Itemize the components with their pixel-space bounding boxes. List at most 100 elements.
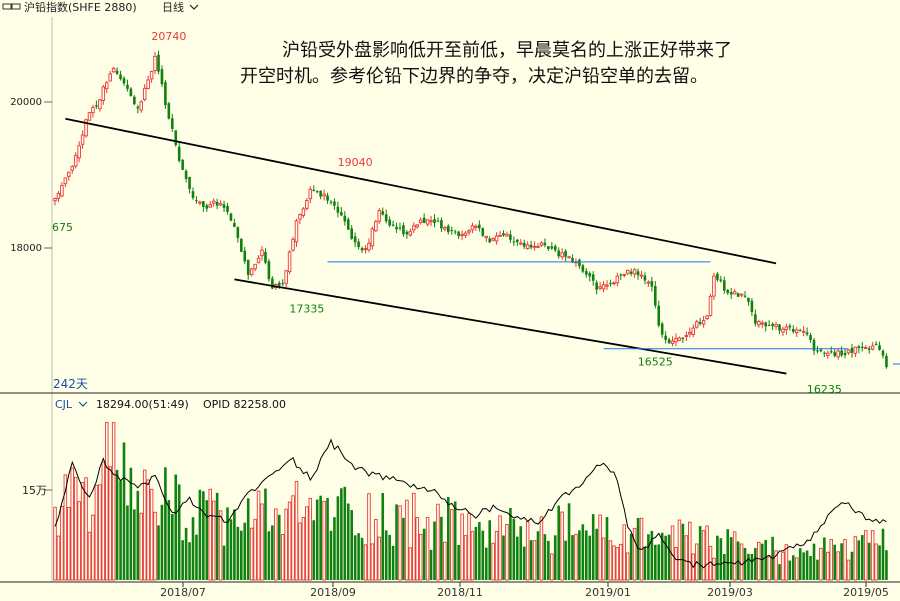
candle xyxy=(191,187,195,200)
chevron-down-icon[interactable] xyxy=(78,401,88,407)
volume-bar xyxy=(457,544,460,580)
candle xyxy=(595,280,598,295)
trendline[interactable] xyxy=(65,117,777,265)
volume-bar xyxy=(484,547,488,580)
candle xyxy=(833,348,836,358)
candle xyxy=(719,275,723,283)
bar-count-label: 242天 xyxy=(53,377,88,391)
volume-bar xyxy=(233,509,236,580)
candle xyxy=(294,218,299,247)
candle xyxy=(298,213,302,225)
candle xyxy=(798,328,802,332)
candle xyxy=(539,241,544,247)
candle xyxy=(77,141,81,163)
volume-bar xyxy=(463,535,468,581)
candle xyxy=(425,219,430,227)
volume-bar xyxy=(67,506,71,581)
candle xyxy=(705,314,709,321)
volume-bar xyxy=(277,514,281,580)
volume-bar xyxy=(336,496,340,580)
volume-bar xyxy=(253,518,257,581)
x-tick-label: 2019/03 xyxy=(707,586,753,599)
volume-bar xyxy=(274,508,278,581)
window-icon[interactable] xyxy=(2,3,21,10)
candle xyxy=(129,87,133,97)
candle xyxy=(177,143,181,163)
x-tick-label: 2019/01 xyxy=(585,586,631,599)
candle xyxy=(502,230,505,237)
volume-bar xyxy=(792,555,795,580)
volume-bar xyxy=(619,543,623,581)
candle xyxy=(211,198,216,207)
volume-bar xyxy=(80,482,85,581)
candle xyxy=(560,248,564,260)
candle xyxy=(601,280,606,293)
candle xyxy=(712,272,716,300)
volume-bar xyxy=(502,535,505,580)
candle xyxy=(529,240,533,250)
volume-bar xyxy=(754,548,757,580)
annotation-line-2: 开空时机。参考伦铅下边界的争夺，决定沪铅空单的去留。 xyxy=(240,66,708,87)
candle xyxy=(691,324,696,338)
volume-bar xyxy=(532,540,537,581)
candle xyxy=(164,79,167,109)
candle xyxy=(408,228,413,237)
candle xyxy=(405,230,409,239)
volume-bar xyxy=(760,543,764,580)
candle xyxy=(861,342,864,352)
volume-bar xyxy=(174,474,178,580)
volume-bar xyxy=(829,539,834,581)
candle xyxy=(532,241,537,251)
volume-bar xyxy=(384,530,388,580)
volume-bar xyxy=(774,550,778,581)
volume-bar xyxy=(77,501,81,581)
volume-bar xyxy=(142,469,147,581)
candle xyxy=(636,268,640,280)
candle xyxy=(632,268,637,278)
volume-bar xyxy=(550,553,554,581)
candle xyxy=(422,213,426,224)
volume-bar xyxy=(870,530,875,581)
candle xyxy=(478,220,481,232)
volume-bar xyxy=(723,554,726,580)
candle xyxy=(701,315,706,328)
volume-bar xyxy=(381,493,385,580)
candle xyxy=(723,276,726,294)
candle xyxy=(677,336,682,342)
candle xyxy=(267,259,271,282)
volume-bar xyxy=(853,536,858,581)
volume-bar xyxy=(654,544,657,580)
candle xyxy=(291,236,295,252)
candle xyxy=(450,226,454,235)
volume-bar xyxy=(750,553,754,580)
period-selector[interactable]: 日线 xyxy=(162,0,184,14)
header-bar xyxy=(0,0,900,16)
candle xyxy=(519,239,523,246)
candle xyxy=(591,271,595,286)
candle xyxy=(509,230,512,243)
trendline[interactable] xyxy=(234,278,787,375)
candle xyxy=(384,209,388,224)
volume-bar xyxy=(509,508,512,580)
volume-bar xyxy=(84,477,88,581)
volume-bar xyxy=(418,533,423,581)
chevron-down-icon[interactable] xyxy=(189,4,199,10)
volume-bar xyxy=(850,551,854,580)
volume-indicator-name[interactable]: CJL xyxy=(55,398,73,411)
candle xyxy=(564,248,567,262)
volume-bar xyxy=(494,530,499,581)
volume-bar xyxy=(308,497,313,581)
volume-bar xyxy=(198,489,202,580)
volume-bar xyxy=(329,530,333,580)
candle xyxy=(284,269,288,288)
candle xyxy=(460,230,464,241)
trendlines xyxy=(65,117,849,375)
volume-bar xyxy=(729,537,733,580)
extremum-label: 19040 xyxy=(338,156,373,169)
candle xyxy=(346,217,350,231)
volume-bar xyxy=(739,543,744,581)
volume-bar xyxy=(164,467,167,580)
volume-bar xyxy=(525,521,530,581)
volume-bar xyxy=(322,500,326,581)
